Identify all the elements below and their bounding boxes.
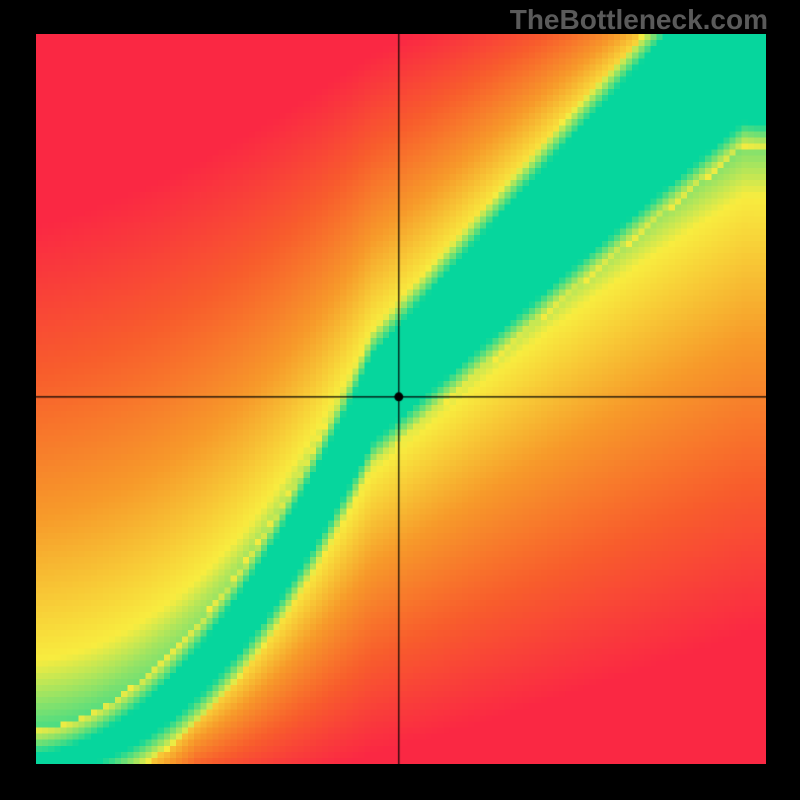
chart-container: TheBottleneck.com bbox=[0, 0, 800, 800]
watermark-text: TheBottleneck.com bbox=[510, 4, 768, 36]
crosshair-overlay bbox=[36, 34, 766, 764]
